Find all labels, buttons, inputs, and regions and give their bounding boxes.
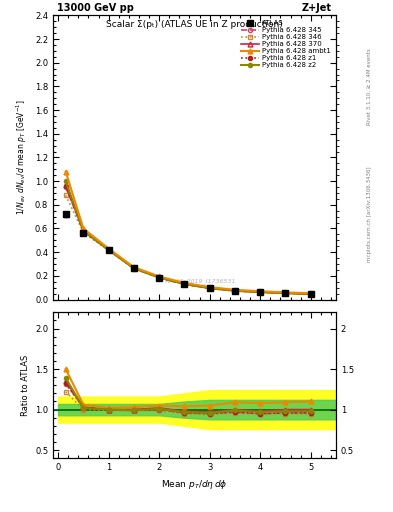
Y-axis label: $1/N_{ev}$ $dN_{ev}/d$ mean $p_T$ [GeV$^{-1}$]: $1/N_{ev}$ $dN_{ev}/d$ mean $p_T$ [GeV$^… xyxy=(15,100,29,215)
Text: Scalar Σ(pₜ) (ATLAS UE in Z production): Scalar Σ(pₜ) (ATLAS UE in Z production) xyxy=(106,19,283,29)
Text: Z+Jet: Z+Jet xyxy=(302,3,332,13)
Text: Rivet 3.1.10, ≥ 2.4M events: Rivet 3.1.10, ≥ 2.4M events xyxy=(367,48,372,125)
Legend: ATLAS, Pythia 6.428 345, Pythia 6.428 346, Pythia 6.428 370, Pythia 6.428 ambt1,: ATLAS, Pythia 6.428 345, Pythia 6.428 34… xyxy=(240,19,332,70)
Y-axis label: Ratio to ATLAS: Ratio to ATLAS xyxy=(20,355,29,416)
Text: ATLAS_2019_I1736531: ATLAS_2019_I1736531 xyxy=(164,279,235,284)
Text: mcplots.cern.ch [arXiv:1306.3436]: mcplots.cern.ch [arXiv:1306.3436] xyxy=(367,166,372,262)
Text: 13000 GeV pp: 13000 GeV pp xyxy=(57,3,134,13)
X-axis label: Mean $p_T/d\eta\,d\phi$: Mean $p_T/d\eta\,d\phi$ xyxy=(161,478,228,490)
